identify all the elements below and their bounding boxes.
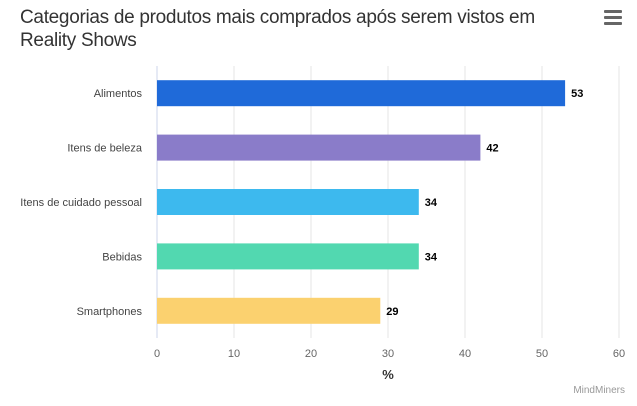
data-label: 42 bbox=[486, 143, 498, 155]
category-label: Itens de beleza bbox=[67, 143, 142, 155]
hamburger-menu-icon[interactable] bbox=[604, 10, 622, 26]
credit-label: MindMiners bbox=[573, 385, 625, 396]
x-tick-label: 60 bbox=[613, 348, 625, 360]
category-label: Bebidas bbox=[102, 251, 142, 263]
x-tick-label: 10 bbox=[228, 348, 240, 360]
data-label: 53 bbox=[571, 88, 583, 100]
data-label: 34 bbox=[425, 197, 438, 209]
bar-smartphones bbox=[157, 297, 381, 324]
bar-itens-de-cuidado-pessoal bbox=[157, 189, 419, 215]
bar-itens-de-beleza bbox=[157, 134, 481, 161]
bar-alimentos bbox=[157, 80, 566, 107]
bar-bebidas bbox=[157, 243, 419, 270]
x-tick-label: 30 bbox=[382, 348, 394, 360]
category-label: Itens de cuidado pessoal bbox=[20, 197, 142, 209]
chart-title: Categorias de produtos mais comprados ap… bbox=[20, 7, 535, 51]
data-label: 34 bbox=[425, 251, 438, 263]
x-tick-label: 20 bbox=[305, 348, 317, 360]
x-tick-label: 0 bbox=[154, 348, 160, 360]
category-label: Alimentos bbox=[94, 88, 143, 100]
data-label: 29 bbox=[386, 306, 398, 318]
category-label: Smartphones bbox=[77, 306, 143, 318]
x-tick-label: 50 bbox=[536, 348, 548, 360]
x-axis-title: % bbox=[382, 367, 394, 382]
x-tick-label: 40 bbox=[459, 348, 471, 360]
